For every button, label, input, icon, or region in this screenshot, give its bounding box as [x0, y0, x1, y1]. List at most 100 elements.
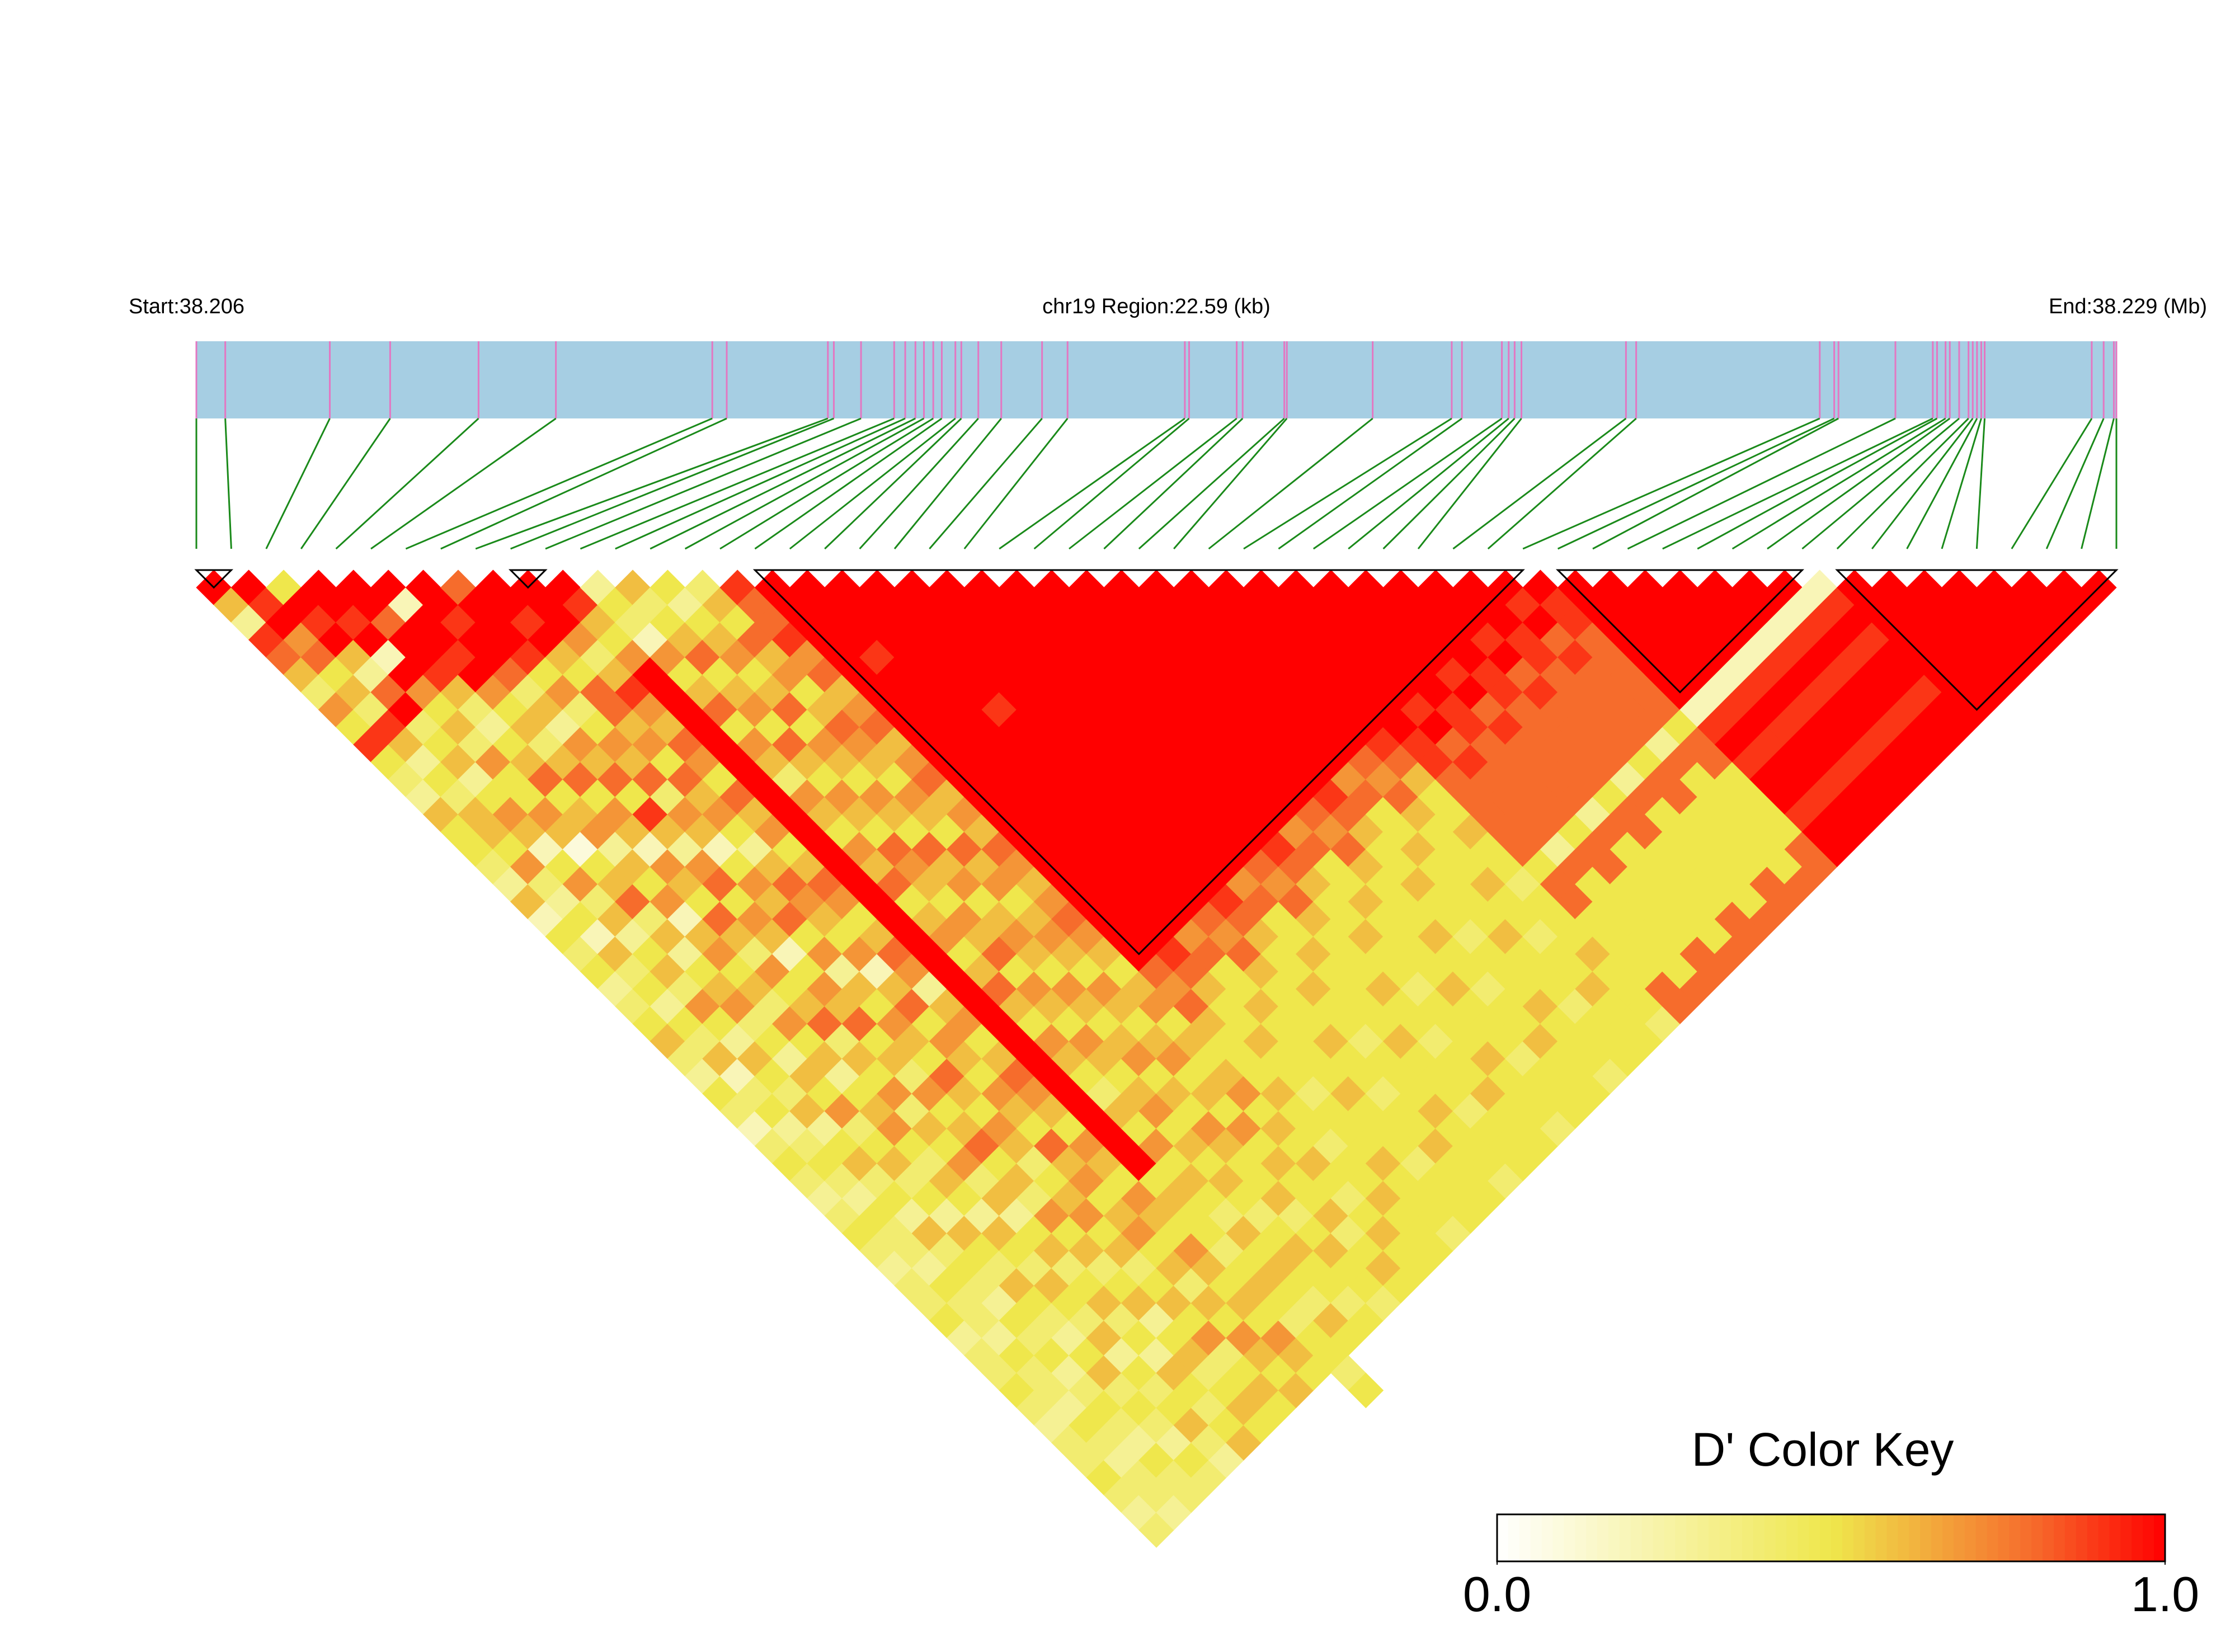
ld-cell — [1243, 1198, 1279, 1234]
ld-cell — [807, 1180, 843, 1216]
ld-cell — [1558, 674, 1593, 710]
ld-cell — [1173, 744, 1210, 780]
key-step — [1842, 1514, 1854, 1561]
ld-cell — [1348, 570, 1384, 605]
ld-cell — [894, 1268, 930, 1303]
snp-link — [754, 417, 943, 550]
ld-cell — [1871, 779, 1908, 815]
ld-cell — [1645, 936, 1681, 972]
ld-cell — [1558, 604, 1593, 641]
ld-cell — [772, 1146, 808, 1182]
ld-cell — [1243, 1408, 1279, 1443]
ld-cell — [1330, 1110, 1366, 1147]
snp-link — [1208, 417, 1373, 550]
key-step — [2109, 1514, 2121, 1561]
ld-cell — [1435, 1076, 1471, 1112]
ld-cell — [1243, 570, 1279, 605]
ld-cell — [1592, 814, 1628, 850]
ld-cell — [1121, 761, 1157, 798]
ld-cell — [1243, 884, 1279, 920]
ld-cell — [1173, 779, 1210, 815]
block-outlines — [194, 569, 2119, 956]
ld-cell — [1208, 1198, 1244, 1234]
snp-link — [1731, 417, 1946, 550]
ld-cell — [1260, 761, 1297, 798]
ld-cell — [1959, 657, 1995, 693]
ld-cell — [1522, 814, 1559, 850]
ld-cell — [1330, 1006, 1366, 1042]
ld-cell — [2029, 587, 2064, 623]
ld-cell — [1418, 1233, 1453, 1269]
ld-cell — [1260, 587, 1297, 623]
ld-cell — [1103, 1408, 1140, 1443]
ld-cell — [1260, 1285, 1297, 1321]
ld-cell — [1732, 570, 1768, 605]
ld-cell — [1679, 831, 1715, 867]
ld-cell — [1051, 1146, 1087, 1182]
ld-cell — [1697, 919, 1733, 954]
ld-cell — [1121, 1076, 1157, 1112]
key-step — [1541, 1514, 1554, 1561]
ld-cell — [1383, 570, 1419, 605]
ld-cell — [1348, 1058, 1384, 1094]
region-label: chr19 Region:22.59 (kb) — [1042, 295, 1271, 318]
ld-cell — [1173, 1408, 1210, 1443]
ld-cell — [1296, 901, 1331, 937]
ld-cell — [1208, 989, 1244, 1024]
ld-cell — [1592, 674, 1628, 710]
ld-cell — [1243, 604, 1279, 641]
ld-cell — [929, 1268, 965, 1303]
ld-cell — [1296, 1110, 1331, 1147]
snp-link — [510, 417, 835, 550]
ld-cell — [1610, 901, 1646, 937]
ld-cell — [1121, 1146, 1157, 1182]
ld-block — [752, 569, 1525, 956]
key-step — [2009, 1514, 2021, 1561]
ld-cell — [1243, 1128, 1279, 1164]
ld-cell — [1243, 1268, 1279, 1303]
ld-cell — [1260, 1355, 1297, 1391]
ld-cell — [1470, 622, 1506, 658]
snp-link — [684, 417, 925, 550]
ld-cell — [1784, 797, 1820, 832]
ld-cell — [1208, 674, 1244, 710]
snp-link — [1522, 417, 1820, 550]
key-tick-label: 0.0 — [1463, 1566, 1531, 1622]
ld-cell — [1907, 709, 1942, 745]
ld-cell — [1592, 779, 1628, 815]
ld-cell — [1260, 1006, 1297, 1042]
ld-cell — [1418, 674, 1453, 710]
ld-cell — [877, 1146, 912, 1182]
ld-cell — [1156, 1180, 1192, 1216]
ld-cell — [947, 1146, 982, 1182]
start-label: Start:38.206 — [129, 295, 244, 318]
ld-cell — [1260, 1180, 1297, 1216]
ld-cell — [1330, 691, 1366, 728]
ld-cell — [1173, 953, 1210, 990]
ld-cell — [1173, 1093, 1210, 1129]
ld-cell — [1522, 744, 1559, 780]
ld-cell — [1959, 587, 1995, 623]
snp-links — [195, 417, 2118, 550]
ld-cell — [1208, 1058, 1244, 1094]
ld-cell — [1121, 691, 1157, 728]
snp-link — [405, 417, 713, 550]
ld-cell — [1383, 744, 1419, 780]
ld-cell — [1645, 901, 1681, 937]
ld-cell — [1697, 849, 1733, 885]
ld-cell — [1296, 1215, 1331, 1251]
ld-cell — [1592, 570, 1628, 605]
ld-block — [1835, 569, 2119, 711]
key-step — [2087, 1514, 2099, 1561]
ld-cell — [1470, 1110, 1506, 1147]
ld-cell — [1348, 1268, 1384, 1303]
ld-cell — [1156, 1076, 1192, 1112]
ld-cell — [1296, 1076, 1331, 1112]
ld-cell — [1435, 1006, 1471, 1042]
ld-cell — [1260, 831, 1297, 867]
ld-cell — [1679, 797, 1715, 832]
ld-cell — [1296, 866, 1331, 902]
ld-cell — [1871, 570, 1908, 605]
ld-cell — [1854, 761, 1890, 798]
ld-cell — [1086, 1320, 1122, 1356]
